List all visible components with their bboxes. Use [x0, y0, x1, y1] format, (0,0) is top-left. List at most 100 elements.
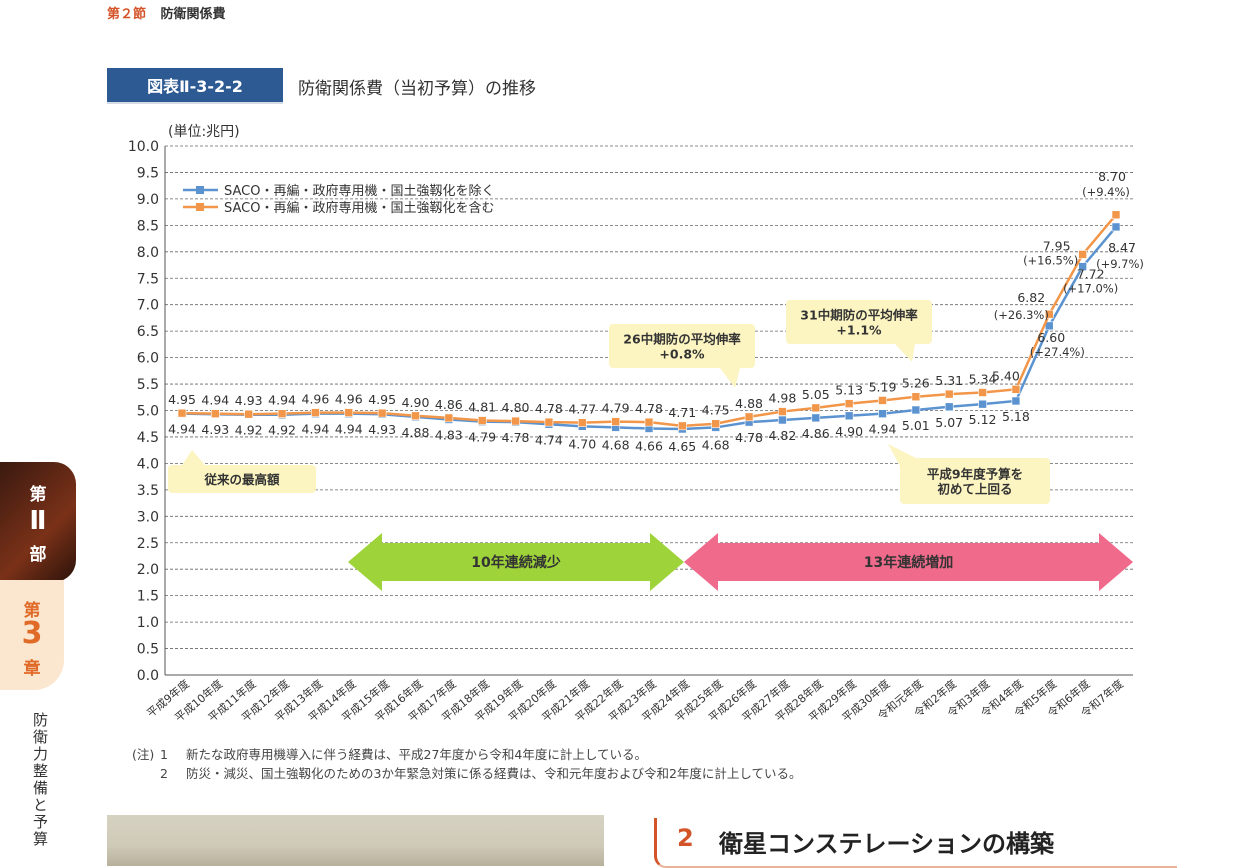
series-excl-value-label: 4.94 — [335, 422, 363, 437]
series-excl-point — [878, 409, 887, 418]
y-tick-label: 4.5 — [137, 430, 159, 446]
series-excl-value-label: 4.68 — [602, 437, 630, 452]
series-excl-point — [1011, 396, 1021, 406]
series-incl-point — [477, 416, 487, 425]
series-excl-value-label: 6.60 — [1037, 330, 1065, 345]
series-incl-value-label: 4.98 — [769, 391, 797, 406]
legend-label: SACO・再編・政府専用機・国土強靱化を含む — [224, 200, 494, 216]
chapter-tab-suffix: 章 — [23, 659, 41, 679]
series-incl-point — [778, 407, 787, 416]
series-incl-value-label: 4.86 — [435, 397, 463, 412]
series-incl-value-label: 5.31 — [935, 373, 963, 388]
y-tick-label: 5.5 — [137, 377, 159, 393]
series-excl-value-label: 8.47 — [1108, 240, 1136, 255]
page-header: 第２節 防衛関係費 — [107, 3, 226, 22]
series-incl-point — [711, 419, 721, 429]
y-tick-label: 9.0 — [137, 192, 159, 208]
series-incl-point — [1044, 309, 1054, 319]
series-incl-point — [344, 408, 354, 417]
series-excl-value-label: 4.94 — [869, 422, 897, 437]
section-2-number: 2 — [677, 824, 694, 852]
callout-chuki26-text: +0.8% — [659, 346, 705, 361]
arrow-increase — [684, 533, 1133, 591]
series-incl-value-label: 5.34 — [969, 372, 997, 387]
series-incl-value-label: 4.95 — [368, 392, 396, 407]
series-incl-point — [911, 392, 921, 402]
series-incl-value-label: 4.94 — [268, 393, 296, 408]
series-excl-value-label: 4.68 — [702, 437, 730, 452]
note-1: (注) 1 新たな政府専用機導入に伴う経費は、平成27年度から令和4年度に計上してい… — [132, 745, 802, 764]
series-excl-value-label: 4.94 — [302, 422, 330, 437]
series-excl-value-label: 4.65 — [668, 439, 696, 454]
series-excl-point — [844, 411, 854, 421]
series-incl-value-label: 4.78 — [635, 401, 663, 416]
y-tick-label: 7.5 — [137, 271, 159, 287]
y-unit-label: (単位:兆円) — [168, 124, 240, 140]
series-excl-value-label: 4.86 — [802, 426, 830, 441]
series-excl-value-label: 4.78 — [502, 430, 530, 445]
y-tick-label: 3.5 — [137, 483, 159, 499]
series-incl-growth-label: (+16.5%) — [1023, 253, 1078, 267]
series-excl-value-label: 5.12 — [969, 412, 997, 427]
y-tick-label: 6.5 — [137, 324, 159, 340]
series-incl-point — [944, 389, 954, 399]
y-tick-label: 8.5 — [137, 218, 159, 234]
y-tick-label: 4.0 — [137, 456, 159, 472]
arrow-decrease — [348, 533, 684, 591]
series-incl-value-label: 4.96 — [302, 392, 330, 407]
y-tick-label: 0.5 — [137, 642, 159, 658]
series-incl-point — [444, 413, 454, 423]
y-tick-label: 1.0 — [137, 615, 159, 631]
part-tab-prefix: 第 — [29, 485, 47, 505]
series-incl-value-label: 5.40 — [992, 368, 1020, 383]
note-prefix: (注) — [132, 747, 155, 762]
series-excl-point — [1078, 262, 1087, 271]
series-incl-point — [678, 421, 687, 431]
series-excl-value-label: 4.93 — [201, 422, 229, 437]
series-incl-value-label: 4.88 — [735, 396, 763, 411]
series-incl-value-label: 4.90 — [402, 395, 430, 410]
section-title: 防衛関係費 — [160, 7, 226, 22]
series-incl-value-label: 4.78 — [535, 401, 563, 416]
chapter-vertical-title: 防衛力整備と予算 — [31, 712, 49, 848]
series-incl-point — [511, 416, 520, 426]
callout-h9-exceed — [900, 458, 1050, 504]
series-incl-point — [277, 409, 287, 418]
series-incl-growth-label: (+9.4%) — [1082, 185, 1130, 199]
part-tab[interactable]: 第 Ⅱ 部 — [0, 462, 76, 582]
series-incl-point — [1078, 250, 1087, 259]
series-incl-value-label: 4.79 — [602, 401, 630, 416]
series-incl-point — [544, 417, 554, 427]
series-excl-value-label: 5.01 — [902, 418, 930, 433]
series-incl-point — [644, 417, 654, 427]
series-excl-value-label: 4.66 — [635, 438, 663, 453]
figure-title: 防衛関係費（当初予算）の推移 — [298, 79, 536, 99]
chart-notes: (注) 1 新たな政府専用機導入に伴う経費は、平成27年度から令和4年度に計上してい… — [132, 745, 802, 783]
chapter-tab-prefix: 第 — [23, 601, 41, 621]
series-incl-point — [611, 417, 620, 426]
y-tick-label: 9.5 — [137, 165, 159, 181]
callout-h9-exceed-text: 平成9年度予算を — [927, 466, 1023, 481]
series-incl-value-label: 5.13 — [835, 383, 863, 398]
chapter-tab[interactable]: 第 3 章 — [0, 580, 64, 690]
chapter-tab-number: 3 — [21, 616, 43, 651]
series-excl-point — [944, 402, 954, 412]
y-tick-label: 1.5 — [137, 589, 159, 605]
callout-chuki31-pointer — [895, 344, 915, 362]
legend-marker — [196, 203, 204, 211]
y-tick-label: 0.0 — [137, 668, 159, 684]
series-incl-value-label: 8.70 — [1098, 169, 1126, 184]
y-tick-label: 10.0 — [128, 139, 159, 155]
defense-budget-line-chart: (単位:兆円) 0.0 0.5 1.0 1.5 2.0 2.5 3.0 3.5 4.0 4.5 5.0… — [128, 124, 1144, 725]
series-excl-value-label: 4.94 — [168, 422, 196, 437]
series-incl-value-label: 4.80 — [502, 400, 530, 415]
y-tick-label: 3.0 — [137, 509, 159, 525]
y-tick-label: 8.0 — [137, 245, 159, 261]
series-incl-point — [411, 411, 420, 421]
series-incl-value-label: 6.82 — [1017, 290, 1045, 305]
series-excl-value-label: 4.92 — [235, 423, 263, 438]
section-label: 第２節 — [107, 7, 147, 22]
series-incl-value-label: 4.94 — [201, 393, 229, 408]
series-incl-point — [577, 418, 587, 427]
series-excl-value-label: 4.93 — [368, 422, 396, 437]
